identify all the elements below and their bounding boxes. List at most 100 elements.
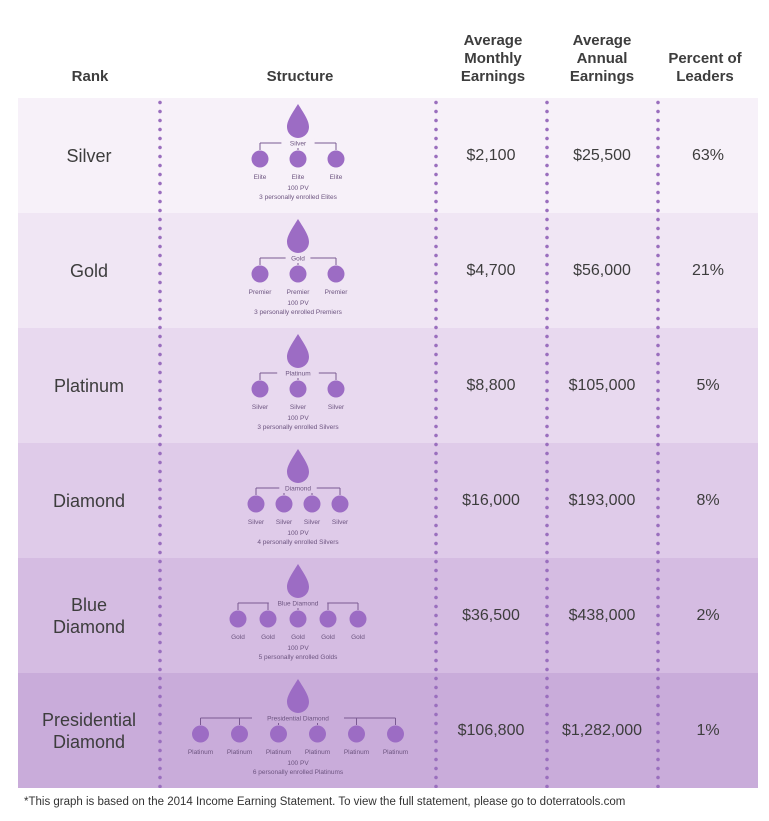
requirement-note: 5 personally enrolled Golds: [259, 654, 339, 661]
requirement-note: 6 personally enrolled Platinums: [253, 769, 344, 776]
drop-icon: [287, 104, 309, 138]
header-monthly: Average Monthly Earnings: [460, 32, 526, 85]
pv-label: 100 PV: [287, 185, 309, 192]
requirement-note: 3 personally enrolled Elites: [259, 194, 337, 201]
requirement-note: 4 personally enrolled Silvers: [257, 539, 339, 546]
label-bg: [281, 138, 315, 148]
child-rank-label: Gold: [321, 634, 335, 641]
monthly-earnings: $4,700: [466, 261, 516, 279]
child-rank-label: Platinum: [383, 749, 408, 756]
drop-circle-icon: [229, 610, 247, 628]
child-rank-label: Silver: [252, 404, 269, 411]
structure-diagram: Platinum Silver Silver Silver 100 PV 3 person…: [160, 328, 436, 443]
child-rank-label: Silver: [290, 404, 307, 411]
structure-diagram: Diamond Silver Silver Silver Silver 100 PV 4 p…: [160, 443, 436, 558]
pv-label: 100 PV: [287, 760, 309, 767]
rank-name: Blue Diamond: [52, 594, 126, 637]
drop-circle-icon: [327, 150, 345, 168]
child-rank-label: Premier: [249, 289, 273, 296]
drop-circle-icon: [275, 495, 293, 513]
drop-circle-icon: [327, 265, 345, 283]
drop-icon: [287, 564, 309, 598]
pv-label: 100 PV: [287, 530, 309, 537]
requirement-note: 3 personally enrolled Premiers: [254, 309, 343, 316]
monthly-earnings: $36,500: [462, 606, 520, 624]
footnote: *This graph is based on the 2014 Income …: [24, 796, 626, 808]
rank-name: Diamond: [52, 490, 126, 511]
monthly-earnings: $106,800: [457, 721, 525, 739]
percent-leaders: 5%: [696, 376, 720, 394]
child-rank-label: Platinum: [227, 749, 252, 756]
child-rank-label: Silver: [304, 519, 321, 526]
label-bg: [279, 483, 317, 493]
structure-diagram: Gold Premier Premier Premier 100 PV 3 persona…: [160, 213, 436, 328]
rank-name: Gold: [69, 260, 109, 281]
column-divider: [434, 98, 438, 788]
annual-earnings: $25,500: [573, 146, 631, 164]
top-rank-label: Diamond: [285, 486, 311, 493]
drop-circle-icon: [309, 725, 326, 743]
child-rank-label: Premier: [287, 289, 311, 296]
pv-label: 100 PV: [287, 415, 309, 422]
label-bg: [252, 713, 344, 723]
structure-diagram: Silver Elite Elite Elite 100 PV 3 personally …: [160, 98, 436, 213]
child-rank-label: Silver: [248, 519, 265, 526]
child-rank-label: Gold: [231, 634, 245, 641]
table-row: Silver Silver Elite Elite Elite 100 PV 3 perso…: [18, 98, 758, 213]
drop-circle-icon: [289, 610, 307, 628]
drop-circle-icon: [327, 380, 345, 398]
drop-circle-icon: [348, 725, 365, 743]
child-rank-label: Gold: [261, 634, 275, 641]
drop-icon: [287, 679, 309, 713]
child-rank-label: Premier: [325, 289, 349, 296]
annual-earnings: $193,000: [568, 491, 636, 509]
table-row: Presidential Diamond Presidential Diamond…: [18, 673, 758, 788]
drop-circle-icon: [303, 495, 321, 513]
drop-circle-icon: [349, 610, 367, 628]
percent-leaders: 1%: [696, 721, 720, 739]
top-rank-label: Platinum: [285, 371, 310, 378]
drop-circle-icon: [319, 610, 337, 628]
child-rank-label: Elite: [254, 174, 267, 181]
monthly-earnings: $16,000: [462, 491, 520, 509]
annual-earnings: $56,000: [573, 261, 631, 279]
header-structure: Structure: [266, 68, 334, 85]
monthly-earnings: $2,100: [466, 146, 516, 164]
top-rank-label: Presidential Diamond: [267, 716, 329, 723]
label-bg: [285, 253, 311, 263]
label-bg: [277, 368, 319, 378]
child-rank-label: Silver: [328, 404, 345, 411]
requirement-note: 3 personally enrolled Silvers: [257, 424, 339, 431]
table-row: Platinum Platinum Silver Silver Silver 100 PV…: [18, 328, 758, 443]
percent-leaders: 63%: [691, 146, 725, 164]
percent-leaders: 8%: [696, 491, 720, 509]
annual-earnings: $105,000: [568, 376, 636, 394]
table-row: Blue Diamond Blue Diamond Gold Gold Gold Gold…: [18, 558, 758, 673]
column-divider: [545, 98, 549, 788]
annual-earnings: $438,000: [568, 606, 636, 624]
rank-name: Presidential Diamond: [41, 709, 137, 752]
drop-circle-icon: [192, 725, 209, 743]
top-rank-label: Silver: [290, 141, 307, 148]
drop-circle-icon: [387, 725, 404, 743]
drop-circle-icon: [231, 725, 248, 743]
rank-name: Silver: [66, 145, 112, 166]
drop-circle-icon: [247, 495, 265, 513]
child-rank-label: Elite: [330, 174, 343, 181]
header-percent: Percent of Leaders: [668, 50, 742, 85]
child-rank-label: Platinum: [344, 749, 369, 756]
table-body: Silver Silver Elite Elite Elite 100 PV 3 perso…: [18, 98, 758, 788]
table-header: Rank Structure Average Monthly Earnings …: [0, 0, 769, 98]
drop-circle-icon: [289, 150, 307, 168]
drop-circle-icon: [270, 725, 287, 743]
child-rank-label: Platinum: [188, 749, 213, 756]
drop-icon: [287, 334, 309, 368]
header-annual: Average Annual Earnings: [569, 32, 635, 85]
child-rank-label: Gold: [351, 634, 365, 641]
drop-circle-icon: [289, 265, 307, 283]
child-rank-label: Elite: [292, 174, 305, 181]
column-divider: [158, 98, 162, 788]
drop-icon: [287, 219, 309, 253]
table-row: Diamond Diamond Silver Silver Silver Silver 10…: [18, 443, 758, 558]
structure-diagram: Presidential Diamond Platinum Platinum Plat…: [160, 673, 436, 788]
